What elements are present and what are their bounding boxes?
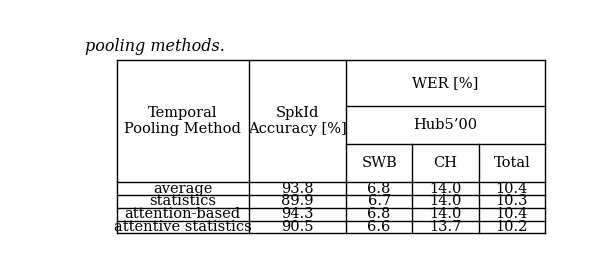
Text: 6.7: 6.7 [368,194,391,209]
Text: Total: Total [493,156,530,170]
Text: 14.0: 14.0 [430,194,461,209]
Text: 94.3: 94.3 [281,207,313,221]
Text: Temporal
Pooling Method: Temporal Pooling Method [124,106,241,136]
Text: CH: CH [433,156,458,170]
Text: pooling methods.: pooling methods. [85,38,225,55]
Text: 93.8: 93.8 [281,182,314,196]
Text: SWB: SWB [361,156,397,170]
Text: WER [%]: WER [%] [412,76,479,90]
Text: 6.8: 6.8 [367,182,391,196]
Text: 90.5: 90.5 [281,220,313,234]
Text: attentive statistics: attentive statistics [114,220,252,234]
Text: Hub5’00: Hub5’00 [414,118,477,132]
Text: 6.8: 6.8 [367,207,391,221]
Text: 14.0: 14.0 [430,207,461,221]
Text: 13.7: 13.7 [430,220,461,234]
Text: 89.9: 89.9 [281,194,313,209]
Text: average: average [153,182,212,196]
Text: attention-based: attention-based [125,207,241,221]
Text: 10.2: 10.2 [496,220,528,234]
Text: 14.0: 14.0 [430,182,461,196]
Text: 10.3: 10.3 [496,194,528,209]
Text: 10.4: 10.4 [496,182,528,196]
Text: statistics: statistics [149,194,216,209]
Text: 6.6: 6.6 [367,220,391,234]
Text: 10.4: 10.4 [496,207,528,221]
Text: SpkId
Accuracy [%]: SpkId Accuracy [%] [248,106,347,136]
